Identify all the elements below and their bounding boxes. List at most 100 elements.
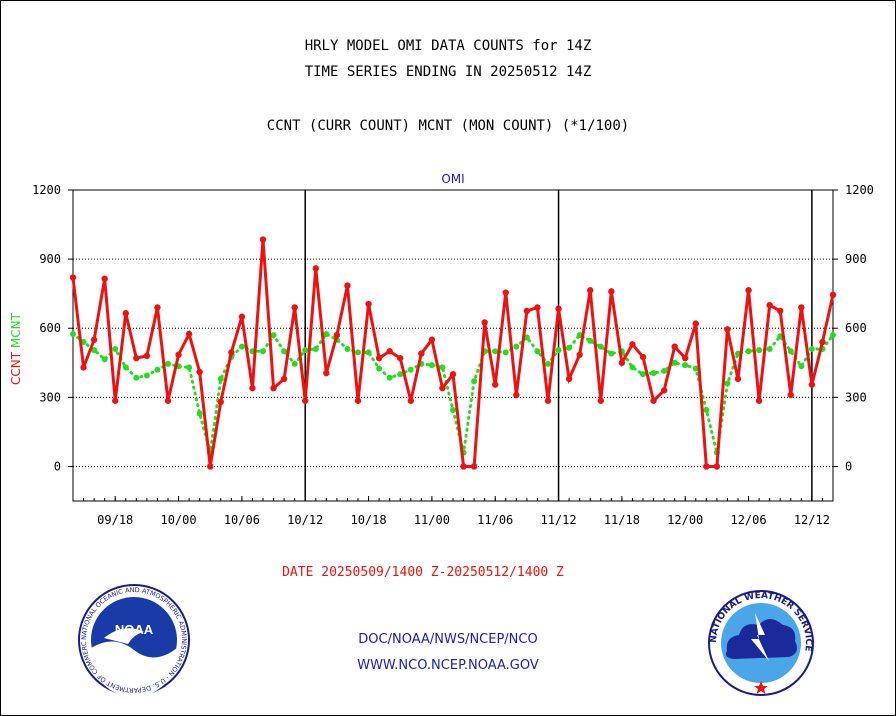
ccnt-point — [365, 300, 372, 308]
ccnt-point — [90, 336, 98, 343]
ccnt-point — [249, 384, 256, 392]
mcnt-point — [260, 348, 266, 355]
ccnt-point — [703, 463, 710, 470]
mcnt-point — [386, 374, 393, 381]
chart-title-line2: TIME SERIES ENDING IN 20250512 14Z — [304, 64, 592, 80]
ccnt-point — [650, 397, 657, 404]
mcnt-point — [143, 372, 150, 379]
ccnt-point — [238, 313, 246, 320]
mcnt-point — [766, 345, 773, 352]
mcnt-point — [830, 332, 836, 339]
mcnt-point — [270, 332, 277, 339]
y-tick-label-left: 300 — [39, 390, 61, 404]
mcnt-point — [471, 378, 478, 385]
date-range: DATE 20250509/1400 Z-20250512/1400 Z — [282, 565, 564, 580]
y-tick-label-right: 900 — [845, 252, 867, 266]
ccnt-point — [259, 236, 267, 243]
ccnt-point — [534, 304, 541, 311]
ccnt-point — [597, 397, 604, 404]
ccnt-point — [386, 348, 393, 355]
ccnt-point — [164, 397, 172, 404]
ccnt-point — [555, 305, 562, 312]
x-tick-label: 12/12 — [794, 513, 830, 527]
link-nco-website[interactable]: WWW.NCO.NCEP.NOAA.GOV — [357, 658, 539, 673]
ccnt-point — [745, 287, 752, 294]
ccnt-point — [481, 319, 488, 326]
x-tick-label: 10/18 — [350, 513, 386, 527]
x-tick-label: 12/06 — [730, 513, 766, 527]
ccnt-point — [565, 375, 573, 383]
ccnt-point — [185, 330, 193, 338]
plot-title: OMI — [441, 172, 464, 186]
ccnt-point — [460, 463, 467, 470]
noaa-logo-text: NOAA — [115, 622, 154, 637]
ccnt-point — [354, 397, 362, 404]
mcnt-point — [608, 350, 615, 357]
chart-title-line1: HRLY MODEL OMI DATA COUNTS for 14Z — [304, 38, 592, 54]
mcnt-point — [808, 345, 815, 352]
ccnt-point — [418, 350, 425, 357]
mcnt-point — [724, 380, 731, 387]
ccnt-point — [344, 282, 351, 289]
mcnt-point — [365, 349, 372, 356]
ccnt-point — [639, 353, 647, 361]
mcnt-point — [101, 356, 108, 363]
ccnt-point — [576, 351, 583, 358]
ccnt-point — [713, 463, 721, 470]
ccnt-point — [829, 291, 837, 299]
mcnt-point — [798, 363, 805, 370]
mcnt-point — [640, 371, 646, 378]
ccnt-point — [513, 391, 520, 399]
ccnt-point — [766, 301, 773, 309]
mcnt-point — [133, 374, 140, 381]
mcnt-point — [376, 365, 383, 372]
y-tick-label-right: 1200 — [845, 183, 874, 197]
y-tick-label-left: 900 — [39, 252, 61, 266]
x-tick-label: 11/18 — [604, 513, 640, 527]
ccnt-point — [154, 304, 161, 311]
mcnt-point — [397, 371, 404, 378]
mcnt-point — [196, 410, 203, 417]
ccnt-point — [439, 384, 446, 392]
y-tick-label-left: 600 — [39, 321, 61, 335]
x-tick-label: 10/00 — [160, 513, 196, 527]
x-tick-label: 10/12 — [287, 513, 323, 527]
mcnt-point — [502, 349, 509, 356]
mcnt-point — [344, 345, 351, 352]
ccnt-point — [492, 381, 499, 388]
mcnt-point — [545, 360, 551, 367]
ccnt-point — [302, 397, 309, 404]
link-doc-noaa[interactable]: DOC/NOAA/NWS/NCEP/NCO — [358, 632, 538, 647]
mcnt-point — [91, 347, 98, 354]
ccnt-point — [428, 336, 436, 343]
x-tick-label: 11/12 — [540, 513, 576, 527]
mcnt-point — [692, 365, 699, 372]
y-axis-label-ccnt: CCNT — [9, 348, 23, 385]
ccnt-point — [175, 351, 182, 358]
mcnt-point — [682, 362, 689, 369]
ccnt-point — [734, 375, 742, 383]
mcnt-point — [513, 343, 520, 350]
ccnt-point — [207, 463, 214, 470]
mcnt-point — [312, 345, 319, 352]
ccnt-series-line — [71, 239, 835, 468]
ccnt-point — [502, 289, 509, 296]
ccnt-point — [101, 275, 108, 282]
mcnt-point — [238, 343, 245, 350]
mcnt-point — [587, 337, 594, 344]
ccnt-point — [333, 331, 341, 339]
ccnt-point — [724, 326, 731, 333]
ccnt-point — [397, 354, 404, 362]
ccnt-point — [808, 381, 816, 388]
ccnt-point — [217, 398, 224, 406]
ccnt-point — [629, 341, 636, 348]
mcnt-point — [217, 375, 224, 382]
mcnt-point — [629, 364, 636, 371]
mcnt-point — [661, 367, 668, 374]
mcnt-point — [566, 344, 573, 351]
x-tick-label: 11/06 — [477, 513, 513, 527]
x-tick-label: 09/18 — [97, 513, 133, 527]
mcnt-point — [407, 366, 414, 373]
ccnt-point — [143, 352, 151, 360]
